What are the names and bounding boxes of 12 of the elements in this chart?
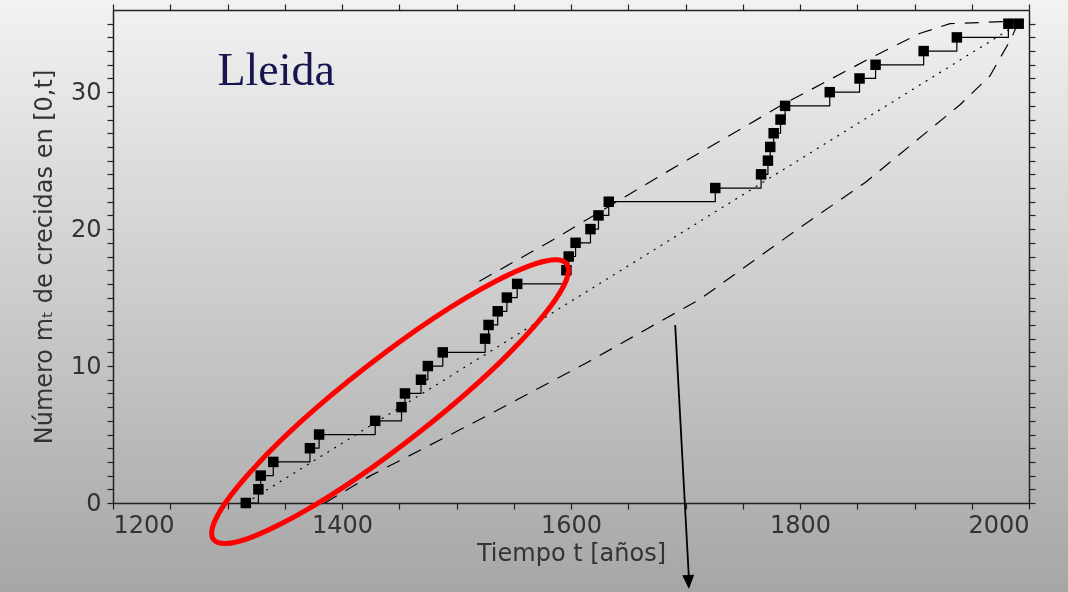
x-axis-title: Tiempo t [años]: [475, 538, 667, 567]
x-tick-label: 1400: [311, 510, 374, 539]
x-tick-label: 1800: [769, 510, 832, 539]
y-axis-title: Número mₜ de crecidas en [0,t]: [29, 69, 58, 445]
x-tick-label: 1600: [540, 510, 603, 539]
y-tick-label: 0: [86, 488, 102, 517]
y-tick-label: 30: [70, 77, 102, 106]
x-tick-label: 1200: [113, 510, 175, 539]
text: Lleida: [217, 44, 335, 96]
y-tick-label: 20: [70, 214, 102, 243]
y-tick-label: 10: [70, 351, 102, 380]
x-tick-label: 2000: [968, 510, 1030, 539]
